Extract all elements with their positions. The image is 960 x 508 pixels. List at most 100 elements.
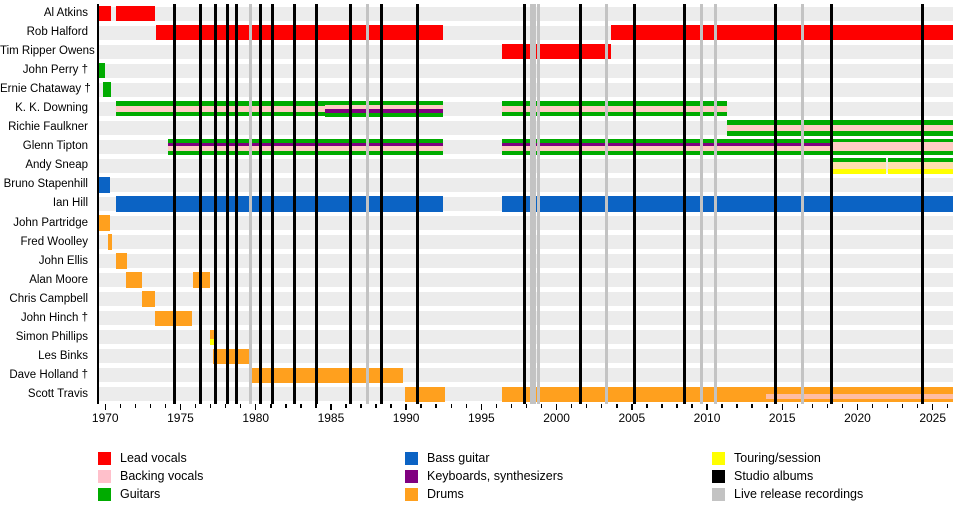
major-tick bbox=[254, 404, 257, 410]
member-tenure-bar bbox=[142, 291, 155, 307]
legend-swatch-lead bbox=[98, 452, 111, 465]
role-stripe-gtr bbox=[887, 158, 953, 163]
member-tenure-bar bbox=[103, 81, 111, 98]
legend-label: Lead vocals bbox=[120, 451, 187, 465]
major-tick bbox=[480, 404, 483, 410]
role-stripe-gtr bbox=[831, 151, 953, 155]
member-label: Chris Campbell bbox=[9, 292, 88, 305]
major-tick bbox=[555, 404, 558, 410]
role-stripe-keys bbox=[324, 108, 443, 114]
x-tick-label: 2020 bbox=[844, 411, 871, 425]
member-tenure-bar bbox=[610, 24, 953, 41]
live-release-line bbox=[529, 4, 533, 404]
major-tick bbox=[104, 404, 107, 410]
role-stripe-gtr bbox=[324, 113, 443, 117]
member-label: Simon Phillips bbox=[15, 330, 88, 343]
live-release-line bbox=[366, 4, 370, 404]
role-stripe-tour bbox=[831, 168, 887, 174]
studio-album-line bbox=[379, 4, 383, 404]
studio-album-line bbox=[258, 4, 262, 404]
role-stripe-drums bbox=[99, 215, 110, 231]
live-release-line bbox=[249, 4, 253, 404]
minor-tick bbox=[811, 404, 814, 408]
member-label: Al Atkins bbox=[43, 7, 88, 19]
role-stripe-drums bbox=[115, 253, 128, 269]
x-tick-label: 2005 bbox=[618, 411, 646, 425]
member-tenure-bar bbox=[502, 139, 832, 155]
minor-tick bbox=[420, 404, 422, 408]
studio-album-line bbox=[270, 4, 274, 404]
member-label: John Partridge bbox=[13, 216, 88, 229]
live-release-line bbox=[713, 4, 717, 404]
role-stripe-gtr bbox=[116, 101, 325, 106]
studio-album-line bbox=[172, 4, 176, 404]
minor-tick bbox=[300, 404, 302, 408]
member-tenure-bar bbox=[99, 177, 110, 193]
member-label: John Ellis bbox=[38, 254, 88, 267]
member-label: Dave Holland † bbox=[9, 368, 88, 381]
minor-tick bbox=[871, 404, 874, 408]
studio-album-line bbox=[315, 4, 319, 404]
role-stripe-gtr bbox=[831, 158, 887, 163]
legend-swatch-studio bbox=[712, 470, 725, 483]
legend-label: Touring/session bbox=[734, 451, 821, 465]
minor-tick bbox=[119, 404, 122, 408]
live-release-line bbox=[700, 4, 704, 404]
minor-tick bbox=[916, 404, 919, 408]
member-tenure-bar bbox=[115, 253, 128, 269]
studio-album-line bbox=[773, 4, 777, 404]
minor-tick bbox=[616, 404, 618, 408]
member-label: Tim Ripper Owens bbox=[0, 45, 95, 58]
member-tenure-bar bbox=[116, 101, 325, 117]
role-stripe-drums bbox=[765, 398, 953, 403]
role-stripe-back2 bbox=[502, 105, 727, 112]
studio-album-line bbox=[225, 4, 229, 404]
role-stripe-drums bbox=[108, 234, 112, 250]
role-stripe-drums bbox=[765, 386, 953, 395]
role-stripe-gtr bbox=[99, 62, 105, 79]
role-stripe-gtr bbox=[502, 101, 727, 106]
member-tenure-bar bbox=[405, 386, 445, 403]
minor-tick bbox=[149, 404, 152, 408]
x-tick-label: 2010 bbox=[693, 411, 721, 425]
studio-album-line bbox=[633, 4, 637, 404]
studio-album-line bbox=[292, 4, 296, 404]
x-tick-label: 1985 bbox=[317, 411, 345, 425]
role-stripe-gtr bbox=[726, 120, 953, 125]
minor-tick bbox=[270, 404, 272, 408]
y-axis-line bbox=[96, 4, 99, 404]
member-label: John Hinch † bbox=[20, 311, 88, 324]
major-tick bbox=[405, 404, 407, 410]
live-release-line bbox=[532, 4, 536, 404]
studio-album-line bbox=[829, 4, 833, 404]
live-release-line bbox=[801, 4, 805, 404]
member-tenure-bar bbox=[765, 386, 953, 403]
studio-album-line bbox=[682, 4, 686, 404]
role-stripe-gtr bbox=[502, 111, 727, 117]
legend-swatch-live bbox=[712, 488, 725, 501]
studio-album-line bbox=[348, 4, 352, 404]
plot-area bbox=[96, 4, 953, 404]
member-tenure-bar bbox=[116, 5, 156, 22]
x-tick-label: 1990 bbox=[392, 411, 420, 425]
role-stripe-gtr bbox=[831, 139, 953, 143]
member-tenure-bar bbox=[324, 101, 443, 117]
minor-tick bbox=[345, 404, 347, 408]
role-stripe-cream bbox=[887, 162, 953, 169]
member-tenure-bar bbox=[116, 196, 443, 212]
minor-tick bbox=[570, 404, 573, 408]
minor-tick bbox=[360, 404, 362, 408]
minor-tick bbox=[841, 404, 844, 408]
member-label: Ian Hill bbox=[52, 197, 88, 210]
member-label: Andy Sneap bbox=[25, 159, 88, 172]
minor-tick bbox=[766, 404, 768, 408]
major-tick bbox=[706, 404, 708, 410]
member-label: Rob Halford bbox=[26, 26, 88, 39]
minor-tick bbox=[901, 404, 904, 408]
minor-tick bbox=[134, 404, 137, 408]
member-tenure-bar bbox=[108, 234, 112, 250]
role-stripe-tour bbox=[210, 338, 215, 346]
role-stripe-drums bbox=[126, 272, 143, 288]
role-stripe-gtr bbox=[324, 101, 443, 105]
live-release-line bbox=[537, 4, 541, 404]
